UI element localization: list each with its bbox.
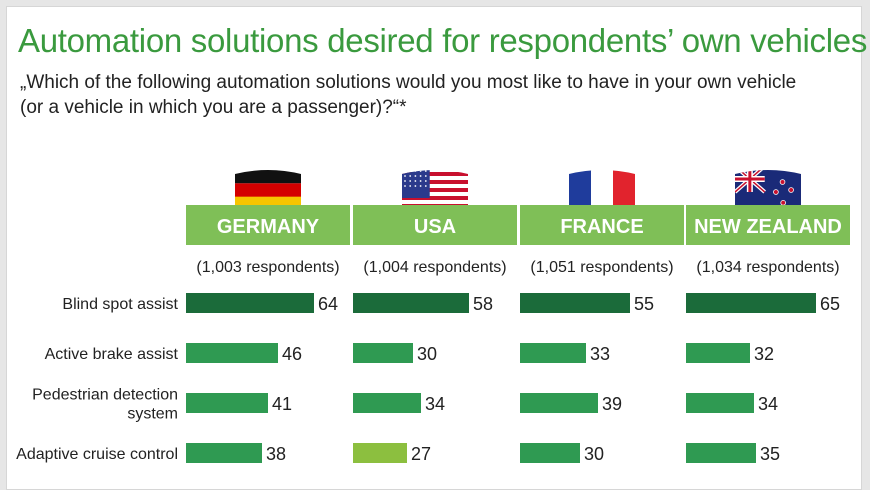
respondents-label: (1,034 respondents) xyxy=(696,259,839,276)
bar xyxy=(353,393,421,413)
country-header-label: NEW ZEALAND xyxy=(694,216,842,238)
value-label: 39 xyxy=(602,394,622,414)
value-label: 58 xyxy=(473,294,493,314)
value-label: 27 xyxy=(411,444,431,464)
bar xyxy=(353,443,407,463)
bar xyxy=(686,443,756,463)
country-header xyxy=(353,205,517,245)
category-label: system xyxy=(127,406,178,423)
chart-title: Automation solutions desired for respond… xyxy=(18,22,868,59)
value-label: 33 xyxy=(590,344,610,364)
country-header-label: USA xyxy=(414,216,456,238)
category-label: Blind spot assist xyxy=(62,296,178,313)
value-label: 41 xyxy=(272,394,292,414)
respondents-label: (1,051 respondents) xyxy=(530,259,673,276)
category-label: Adaptive cruise control xyxy=(16,446,178,463)
bar xyxy=(520,343,586,363)
country-header xyxy=(520,205,684,245)
country-header xyxy=(686,205,850,245)
value-label: 34 xyxy=(425,394,445,414)
bar xyxy=(186,293,314,313)
value-label: 30 xyxy=(417,344,437,364)
value-label: 64 xyxy=(318,294,338,314)
bar xyxy=(686,293,816,313)
value-label: 34 xyxy=(758,394,778,414)
bar xyxy=(353,343,413,363)
value-label: 32 xyxy=(754,344,774,364)
question-line-2: (or a vehicle in which you are a passeng… xyxy=(20,97,407,118)
category-label: Pedestrian detection xyxy=(32,387,178,404)
value-label: 35 xyxy=(760,444,780,464)
bar xyxy=(520,293,630,313)
bar xyxy=(186,343,278,363)
value-label: 55 xyxy=(634,294,654,314)
respondents-label: (1,004 respondents) xyxy=(363,259,506,276)
category-label: Active brake assist xyxy=(45,346,179,363)
country-header xyxy=(186,205,350,245)
country-header-label: GERMANY xyxy=(217,216,320,238)
bar xyxy=(186,443,262,463)
bar xyxy=(520,393,598,413)
bar xyxy=(353,293,469,313)
bar xyxy=(186,393,268,413)
value-label: 65 xyxy=(820,294,840,314)
bar xyxy=(520,443,580,463)
value-label: 46 xyxy=(282,344,302,364)
question-line-1: „Which of the following automation solut… xyxy=(20,72,797,93)
value-label: 30 xyxy=(584,444,604,464)
bar xyxy=(686,393,754,413)
respondents-label: (1,003 respondents) xyxy=(196,259,339,276)
country-header-label: FRANCE xyxy=(560,216,643,238)
survey-question: „Which of the following automation solut… xyxy=(20,70,796,120)
france-flag-icon xyxy=(569,170,635,214)
value-label: 38 xyxy=(266,444,286,464)
bar xyxy=(686,343,750,363)
